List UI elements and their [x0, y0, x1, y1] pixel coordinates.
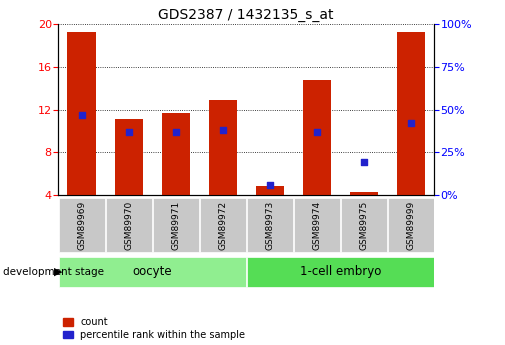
Text: GSM89969: GSM89969: [77, 200, 86, 250]
Bar: [294, 198, 340, 253]
Text: GSM89971: GSM89971: [171, 200, 180, 250]
Text: GSM89973: GSM89973: [265, 200, 274, 250]
Bar: [246, 198, 293, 253]
Point: [313, 129, 321, 135]
Text: development stage: development stage: [3, 267, 104, 277]
Text: oocyte: oocyte: [132, 265, 172, 278]
Legend: count, percentile rank within the sample: count, percentile rank within the sample: [63, 317, 245, 340]
Bar: [68, 32, 96, 195]
Point: [172, 129, 180, 135]
Text: GSM89972: GSM89972: [218, 200, 227, 250]
Text: GSM89999: GSM89999: [407, 200, 415, 250]
Point: [266, 182, 274, 187]
Bar: [115, 119, 143, 195]
Bar: [256, 186, 284, 195]
Bar: [209, 100, 237, 195]
Text: GSM89975: GSM89975: [359, 200, 368, 250]
Text: 1-cell embryo: 1-cell embryo: [299, 265, 381, 278]
Bar: [199, 198, 246, 253]
Bar: [162, 113, 190, 195]
Bar: [302, 80, 331, 195]
Bar: [59, 257, 246, 287]
Bar: [397, 32, 425, 195]
Title: GDS2387 / 1432135_s_at: GDS2387 / 1432135_s_at: [159, 8, 334, 22]
Point: [360, 160, 368, 165]
Bar: [388, 198, 434, 253]
Text: GSM89970: GSM89970: [124, 200, 133, 250]
Bar: [246, 257, 434, 287]
Point: [407, 120, 415, 126]
Bar: [59, 198, 105, 253]
Point: [78, 112, 86, 117]
Bar: [153, 198, 198, 253]
Text: GSM89974: GSM89974: [312, 200, 321, 250]
Point: [219, 127, 227, 133]
Bar: [106, 198, 152, 253]
Point: [125, 129, 133, 135]
Bar: [341, 198, 387, 253]
Bar: [349, 192, 378, 195]
Text: ▶: ▶: [54, 267, 63, 277]
